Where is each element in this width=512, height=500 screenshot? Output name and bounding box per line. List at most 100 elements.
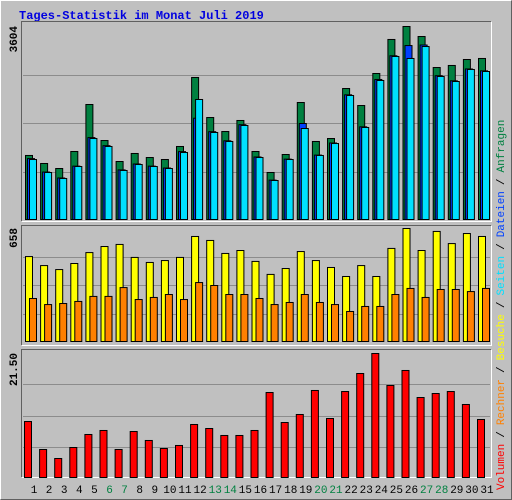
- x-tick-label: 8: [136, 485, 143, 497]
- bar: [29, 159, 37, 221]
- bar: [44, 171, 53, 221]
- panel-edge-dark: [21, 225, 492, 346]
- legend: Volumen / Rechner / Besuche / Seiten / Dateien / A…: [496, 120, 508, 490]
- bar: [84, 433, 93, 478]
- bar: [74, 300, 83, 342]
- bar: [59, 303, 68, 343]
- legend-separator: /: [496, 302, 508, 309]
- bar: [159, 448, 168, 478]
- x-tick-label: 10: [163, 485, 176, 497]
- bar: [74, 166, 83, 220]
- legend-entry: Besuche: [496, 314, 508, 360]
- bar: [119, 169, 128, 220]
- x-tick-label: 30: [465, 485, 478, 497]
- bar: [99, 429, 108, 478]
- bar: [431, 393, 440, 478]
- x-tick-label: 1: [31, 485, 38, 497]
- x-tick-label: 21: [329, 485, 343, 497]
- bar: [225, 294, 234, 343]
- y-tick-label: 21.50: [9, 353, 21, 386]
- bar: [164, 168, 173, 221]
- bar: [44, 304, 53, 342]
- bar: [300, 294, 309, 343]
- bar: [401, 369, 410, 478]
- bar: [300, 128, 309, 220]
- panel-edge-dark: [21, 349, 492, 478]
- bar: [39, 448, 48, 478]
- bar: [421, 296, 430, 342]
- bar: [180, 152, 188, 220]
- bar: [129, 431, 138, 478]
- x-tick-label: 11: [178, 485, 192, 497]
- bar: [210, 285, 219, 342]
- bar: [250, 429, 259, 478]
- chart-title: Tages-Statistik im Monat Juli 2019: [19, 9, 264, 23]
- legend-entry: Dateien: [496, 191, 508, 237]
- bar: [134, 164, 143, 221]
- bar: [104, 295, 113, 342]
- bar: [285, 159, 294, 221]
- legend-entry: Rechner: [496, 379, 508, 425]
- bar: [225, 140, 234, 220]
- x-tick-label: 3: [61, 485, 68, 497]
- bar: [24, 421, 32, 478]
- x-tick-label: 29: [450, 485, 463, 497]
- x-tick-label: 17: [269, 485, 282, 497]
- bar: [341, 391, 350, 478]
- bar: [451, 288, 460, 342]
- bar: [386, 384, 395, 478]
- x-tick-label: 20: [314, 485, 327, 497]
- bar: [240, 294, 249, 343]
- bar: [195, 282, 204, 343]
- bar: [371, 353, 380, 478]
- bar: [451, 81, 460, 220]
- x-tick-label: 27: [420, 485, 433, 497]
- bar: [240, 124, 249, 220]
- legend-entry: Seiten: [496, 256, 508, 296]
- bar: [119, 287, 128, 343]
- bar: [406, 57, 415, 220]
- bar: [205, 428, 214, 478]
- x-tick-label: 16: [254, 485, 267, 497]
- bar: [59, 178, 68, 221]
- bar: [346, 310, 355, 343]
- x-tick-label: 14: [224, 485, 238, 497]
- bar: [89, 138, 98, 220]
- bar: [164, 294, 173, 343]
- bar: [416, 397, 425, 478]
- bar: [356, 373, 365, 478]
- bar: [466, 69, 475, 221]
- bar: [29, 297, 37, 343]
- x-tick-label: 6: [106, 485, 113, 497]
- panel-edge-dark: [21, 21, 492, 222]
- bar: [285, 301, 294, 343]
- bar: [180, 299, 188, 343]
- bar: [315, 301, 324, 343]
- bar: [461, 403, 470, 478]
- bar: [406, 287, 415, 342]
- bar: [89, 295, 98, 342]
- x-tick-label: 22: [344, 485, 357, 497]
- x-tick-label: 26: [405, 485, 418, 497]
- x-tick-label: 18: [284, 485, 297, 497]
- y-tick-label: 658: [9, 228, 21, 248]
- bar: [331, 143, 339, 220]
- bar: [270, 180, 279, 220]
- x-tick-label: 4: [76, 485, 83, 497]
- bar: [315, 154, 324, 220]
- bar: [436, 76, 445, 220]
- bar: [280, 422, 289, 478]
- legend-entry: Volumen: [496, 444, 508, 490]
- bar: [144, 439, 153, 478]
- bar: [421, 46, 430, 221]
- x-tick-label: 24: [375, 485, 389, 497]
- bar: [466, 291, 475, 343]
- y-tick-label: 3604: [9, 26, 21, 53]
- bar: [255, 157, 264, 220]
- bar: [482, 71, 490, 220]
- bar: [220, 434, 229, 478]
- bar: [361, 305, 370, 343]
- x-tick-label: 15: [239, 485, 252, 497]
